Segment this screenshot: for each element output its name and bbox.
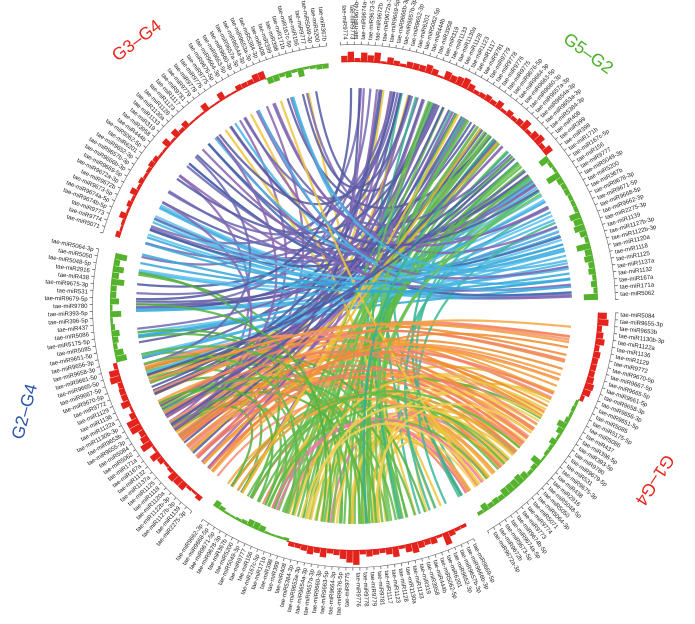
svg-text:tae-miR9679-5p: tae-miR9679-5p [45, 296, 89, 303]
svg-text:tae-miR9674b-5p: tae-miR9674b-5p [354, 0, 361, 40]
svg-text:tae-miR9780: tae-miR9780 [53, 304, 88, 310]
svg-text:tae-miR9776: tae-miR9776 [354, 572, 360, 607]
svg-text:tae-miR9775: tae-miR9775 [345, 572, 352, 607]
svg-text:tae-miR9778: tae-miR9778 [362, 572, 369, 607]
